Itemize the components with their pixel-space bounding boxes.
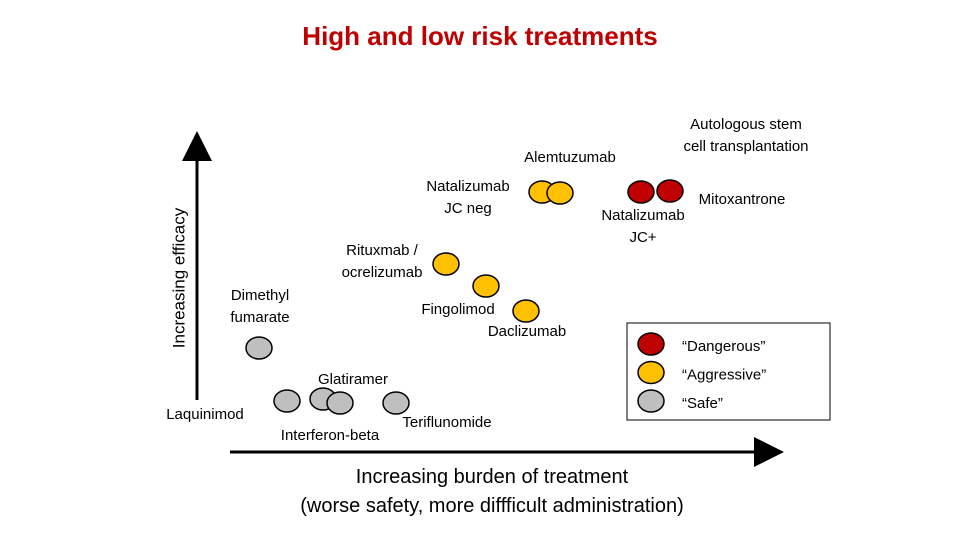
x-axis-label: (worse safety, more diffficult administr… xyxy=(300,495,683,517)
treatment-label: Natalizumab xyxy=(601,207,684,224)
x-axis-label: Increasing burden of treatment xyxy=(356,466,629,488)
treatment-label: fumarate xyxy=(230,309,289,326)
treatment-label: Alemtuzumab xyxy=(524,149,616,166)
legend-swatch xyxy=(637,360,665,385)
y-axis-label: Increasing efficacy xyxy=(169,207,188,348)
treatment-label: Interferon-beta xyxy=(281,427,380,444)
treatment-circle xyxy=(382,391,410,415)
treatment-circle xyxy=(273,389,301,413)
treatment-label: Natalizumab xyxy=(426,178,509,195)
treatment-circle xyxy=(656,179,684,203)
treatment-circle xyxy=(245,336,273,360)
treatment-circle xyxy=(432,252,460,276)
legend-swatch xyxy=(637,389,665,413)
treatment-label: Autologous stem xyxy=(690,116,802,133)
title: High and low risk treatments xyxy=(302,21,657,51)
treatment-label: Glatiramer xyxy=(318,371,388,388)
treatment-circle xyxy=(546,181,574,205)
treatment-circle xyxy=(472,274,500,298)
treatment-label: cell transplantation xyxy=(683,138,808,155)
legend-swatch xyxy=(637,332,665,356)
treatment-label: Rituxmab / xyxy=(346,242,419,259)
treatment-label: Teriflunomide xyxy=(402,414,491,431)
treatment-circle xyxy=(627,180,655,204)
treatment-label: Daclizumab xyxy=(488,323,566,340)
treatment-label: JC+ xyxy=(629,229,656,246)
treatment-label: Laquinimod xyxy=(166,406,244,423)
legend-label: “Dangerous” xyxy=(682,338,765,355)
treatment-label: Fingolimod xyxy=(421,301,494,318)
treatment-label: Dimethyl xyxy=(231,287,289,304)
treatment-circle xyxy=(512,299,540,323)
legend-label: “Aggressive” xyxy=(682,366,766,383)
treatment-circle xyxy=(326,391,354,415)
legend-label: “Safe” xyxy=(682,395,723,412)
treatment-label: JC neg xyxy=(444,200,492,217)
treatment-label: ocrelizumab xyxy=(342,264,423,281)
treatment-label: Mitoxantrone xyxy=(699,191,786,208)
